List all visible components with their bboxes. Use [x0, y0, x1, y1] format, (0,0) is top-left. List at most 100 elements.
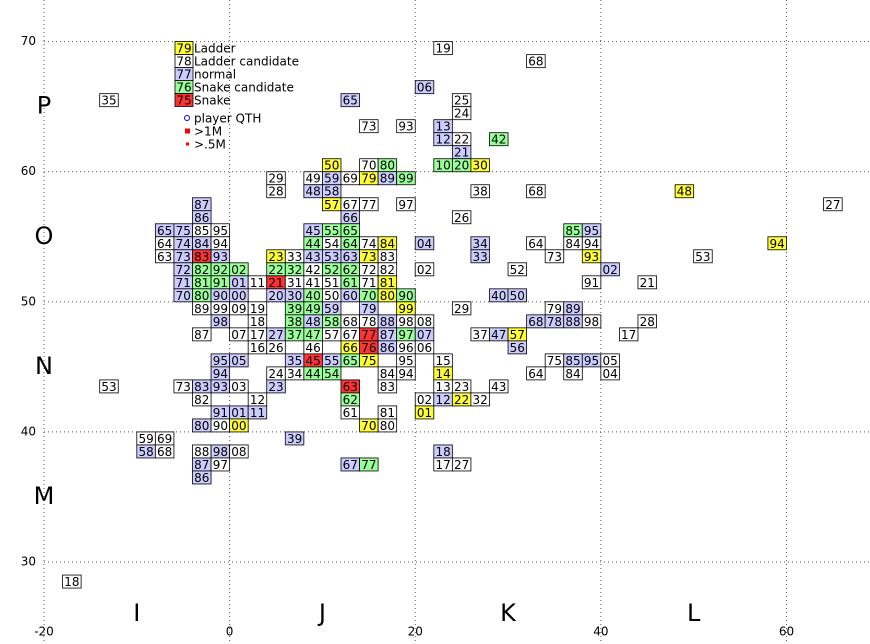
square-label: 02 — [417, 263, 432, 277]
square-label: 04 — [417, 237, 432, 251]
square-label: 33 — [287, 250, 302, 264]
square-label: 84 — [565, 367, 580, 381]
square-label: 61 — [343, 276, 358, 290]
square — [62, 574, 82, 589]
square-label: 65 — [343, 94, 358, 108]
field-label: P — [37, 92, 51, 120]
legend-marker — [185, 128, 190, 134]
legend-label: Snake candidate — [194, 81, 294, 95]
square-label: 13 — [435, 120, 450, 134]
square-label: 70 — [361, 289, 376, 303]
square-label: 62 — [343, 263, 358, 277]
square-label: 79 — [361, 172, 376, 186]
legend-label: >.5M — [194, 138, 226, 152]
square — [470, 184, 490, 199]
square-label: 77 — [361, 198, 376, 212]
square-label: 35 — [287, 354, 302, 368]
square-label: 86 — [380, 341, 395, 355]
square-label: 63 — [343, 250, 358, 264]
field-label: L — [687, 599, 701, 627]
square-label: 86 — [194, 471, 209, 485]
square-label: 94 — [584, 237, 599, 251]
square-label: 22 — [268, 263, 283, 277]
square-label: 99 — [398, 302, 413, 316]
square-label: 69 — [343, 172, 358, 186]
y-tick-label: 50 — [21, 294, 36, 308]
square — [581, 314, 602, 329]
square-label: 25 — [454, 94, 469, 108]
square-label: 61 — [343, 406, 358, 420]
square-label: 19 — [250, 302, 265, 316]
square-label: 26 — [268, 341, 283, 355]
square-label: 30 — [287, 289, 302, 303]
square — [377, 379, 398, 394]
square-label: 18 — [250, 315, 265, 329]
square — [526, 236, 546, 251]
square-label: 62 — [343, 393, 358, 407]
square-label: 93 — [398, 120, 413, 134]
square-label: 09 — [231, 302, 246, 316]
square-label: 93 — [213, 250, 228, 264]
square-label: 90 — [398, 289, 413, 303]
square-label: 98 — [584, 315, 599, 329]
square-label: 79 — [361, 302, 376, 316]
square-label: 60 — [343, 289, 358, 303]
square-label: 18 — [64, 575, 79, 589]
square — [340, 405, 360, 420]
square — [322, 366, 342, 381]
square-label: 18 — [435, 445, 450, 459]
square-label: 59 — [324, 172, 339, 186]
square — [526, 54, 546, 69]
square-label: 22 — [454, 393, 469, 407]
square-label: 63 — [157, 250, 172, 264]
square-label: 28 — [640, 315, 655, 329]
square-label: 73 — [176, 250, 191, 264]
square-label: 52 — [324, 263, 339, 277]
square-label: 45 — [306, 354, 321, 368]
square — [229, 444, 249, 459]
square-label: 96 — [398, 341, 413, 355]
square-label: 82 — [194, 393, 209, 407]
square — [470, 249, 490, 264]
square — [767, 236, 787, 251]
square-label: 84 — [565, 237, 580, 251]
square — [414, 340, 435, 355]
square-label: 91 — [584, 276, 599, 290]
square-label: 63 — [343, 380, 358, 394]
square-label: 85 — [565, 354, 580, 368]
legend-sample: 78 — [176, 55, 191, 69]
square-label: 12 — [435, 133, 450, 147]
square — [637, 275, 657, 290]
square-label: 67 — [343, 198, 358, 212]
legend-sample: 79 — [176, 42, 191, 56]
square — [507, 288, 528, 303]
square — [451, 210, 472, 225]
square-label: 05 — [231, 354, 246, 368]
x-tick-label: 20 — [408, 625, 423, 639]
legend-marker — [186, 142, 189, 146]
square-label: 91 — [213, 276, 228, 290]
square-label: 81 — [380, 276, 395, 290]
square-label: 16 — [250, 341, 265, 355]
square-label: 01 — [231, 406, 246, 420]
square-label: 84 — [380, 367, 395, 381]
square-label: 98 — [213, 445, 228, 459]
square-label: 58 — [324, 185, 339, 199]
square-label: 34 — [287, 367, 302, 381]
square-label: 55 — [324, 354, 339, 368]
square — [99, 93, 119, 108]
square-label: 73 — [176, 380, 191, 394]
square — [396, 119, 416, 134]
square — [359, 119, 379, 134]
square — [693, 249, 713, 264]
square-label: 76 — [361, 341, 376, 355]
square-label: 80 — [380, 159, 395, 173]
square-label: 37 — [473, 328, 488, 342]
square-label: 40 — [306, 289, 321, 303]
square-label: 67 — [343, 328, 358, 342]
square — [414, 80, 435, 95]
square — [192, 392, 212, 407]
square-label: 21 — [454, 146, 469, 160]
square-label: 95 — [584, 224, 599, 238]
square-label: 80 — [380, 289, 395, 303]
